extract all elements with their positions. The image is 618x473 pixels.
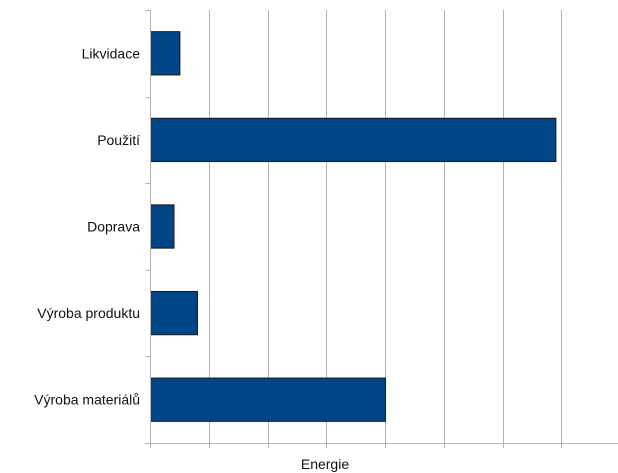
- bars: [150, 31, 557, 422]
- bar-4: [150, 290, 198, 336]
- y-tick-label: Použití: [97, 132, 140, 148]
- bar-1: [150, 31, 181, 76]
- x-axis-title: Energie: [301, 456, 349, 472]
- y-tick-label: Výroba produktu: [37, 305, 140, 321]
- category-labels: Likvidace Použití Doprava Výroba produktu Vý…: [34, 45, 140, 407]
- y-tick-label: Výroba materiálů: [34, 392, 140, 408]
- y-tick-label: Doprava: [87, 219, 140, 235]
- y-tick-label: Likvidace: [82, 45, 141, 61]
- bar-5: [150, 377, 386, 422]
- axes: [145, 10, 618, 448]
- grid: [209, 10, 562, 443]
- bar-3: [150, 204, 175, 249]
- bar-2: [150, 117, 557, 163]
